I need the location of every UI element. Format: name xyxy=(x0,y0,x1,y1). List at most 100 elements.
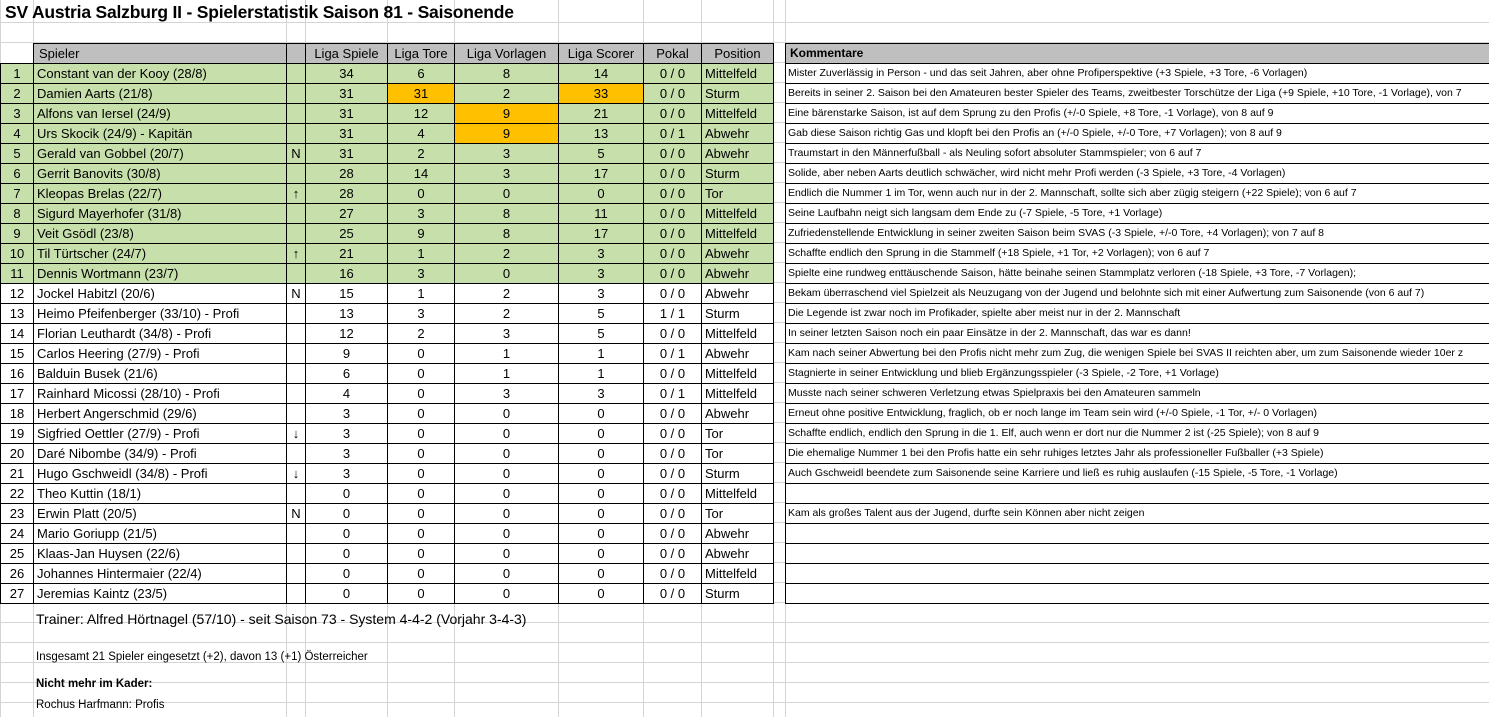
cell-games[interactable]: 15 xyxy=(305,283,388,304)
cell-scorer[interactable]: 0 xyxy=(558,543,644,564)
comment-row[interactable] xyxy=(785,523,1489,544)
cell-comment[interactable]: Gab diese Saison richtig Gas und klopft … xyxy=(785,123,1489,144)
cell-goals[interactable]: 0 xyxy=(387,423,455,444)
comment-row[interactable]: Traumstart in den Männerfußball - als Ne… xyxy=(785,143,1489,164)
cell-idx[interactable]: 19 xyxy=(0,423,34,444)
cell-assists[interactable]: 0 xyxy=(454,563,559,584)
cell-cup[interactable]: 0 / 0 xyxy=(643,103,702,124)
cell-cup[interactable]: 0 / 0 xyxy=(643,263,702,284)
cell-name[interactable]: Herbert Angerschmid (29/6) xyxy=(33,403,287,424)
cell-comment[interactable]: Erneut ohne positive Entwicklung, fragli… xyxy=(785,403,1489,424)
cell-position[interactable]: Tor xyxy=(701,423,774,444)
comment-row[interactable]: Gab diese Saison richtig Gas und klopft … xyxy=(785,123,1489,144)
cell-flag[interactable]: ↓ xyxy=(286,463,306,484)
cell-idx[interactable]: 20 xyxy=(0,443,34,464)
cell-cup[interactable]: 0 / 0 xyxy=(643,183,702,204)
cell-goals[interactable]: 0 xyxy=(387,563,455,584)
cell-position[interactable]: Mittelfeld xyxy=(701,203,774,224)
cell-cup[interactable]: 0 / 0 xyxy=(643,583,702,604)
cell-assists[interactable]: 0 xyxy=(454,503,559,524)
cell-flag[interactable]: N xyxy=(286,503,306,524)
cell-idx[interactable]: 7 xyxy=(0,183,34,204)
cell-name[interactable]: Hugo Gschweidl (34/8) - Profi xyxy=(33,463,287,484)
cell-idx[interactable]: 2 xyxy=(0,83,34,104)
cell-scorer[interactable]: 3 xyxy=(558,283,644,304)
cell-assists[interactable]: 1 xyxy=(454,343,559,364)
cell-position[interactable]: Mittelfeld xyxy=(701,63,774,84)
comment-row[interactable]: Zufriedenstellende Entwicklung in seiner… xyxy=(785,223,1489,244)
cell-cup[interactable]: 0 / 0 xyxy=(643,543,702,564)
cell-position[interactable]: Sturm xyxy=(701,303,774,324)
cell-comment[interactable]: Seine Laufbahn neigt sich langsam dem En… xyxy=(785,203,1489,224)
comment-row[interactable] xyxy=(785,583,1489,604)
cell-flag[interactable]: ↓ xyxy=(286,423,306,444)
cell-idx[interactable]: 4 xyxy=(0,123,34,144)
cell-name[interactable]: Carlos Heering (27/9) - Profi xyxy=(33,343,287,364)
cell-cup[interactable]: 0 / 1 xyxy=(643,343,702,364)
table-row[interactable]: 15 Carlos Heering (27/9) - Profi 9 0 1 1 0 / 1… xyxy=(0,343,774,364)
cell-goals[interactable]: 0 xyxy=(387,343,455,364)
cell-comment[interactable] xyxy=(785,543,1489,564)
cell-scorer[interactable]: 3 xyxy=(558,383,644,404)
cell-goals[interactable]: 0 xyxy=(387,443,455,464)
cell-assists[interactable]: 8 xyxy=(454,223,559,244)
cell-cup[interactable]: 0 / 0 xyxy=(643,243,702,264)
cell-idx[interactable]: 17 xyxy=(0,383,34,404)
cell-cup[interactable]: 0 / 0 xyxy=(643,503,702,524)
cell-flag[interactable]: N xyxy=(286,283,306,304)
cell-games[interactable]: 3 xyxy=(305,403,388,424)
cell-assists[interactable]: 3 xyxy=(454,163,559,184)
cell-assists[interactable]: 3 xyxy=(454,323,559,344)
cell-assists[interactable]: 0 xyxy=(454,423,559,444)
cell-cup[interactable]: 0 / 0 xyxy=(643,83,702,104)
cell-comment[interactable] xyxy=(785,483,1489,504)
table-row[interactable]: 19 Sigfried Oettler (27/9) - Profi ↓ 3 0 0 0 0 … xyxy=(0,423,774,444)
cell-name[interactable]: Urs Skocik (24/9) - Kapitän xyxy=(33,123,287,144)
cell-assists[interactable]: 0 xyxy=(454,483,559,504)
cell-position[interactable]: Sturm xyxy=(701,83,774,104)
cell-scorer[interactable]: 11 xyxy=(558,203,644,224)
cell-position[interactable]: Abwehr xyxy=(701,343,774,364)
cell-idx[interactable]: 18 xyxy=(0,403,34,424)
table-row[interactable]: 25 Klaas-Jan Huysen (22/6) 0 0 0 0 0 / 0 Abwehr xyxy=(0,543,774,564)
cell-name[interactable]: Damien Aarts (21/8) xyxy=(33,83,287,104)
cell-position[interactable]: Mittelfeld xyxy=(701,103,774,124)
comment-row[interactable]: Endlich die Nummer 1 im Tor, wenn auch n… xyxy=(785,183,1489,204)
header-league-games[interactable]: Liga Spiele xyxy=(305,43,388,64)
cell-cup[interactable]: 0 / 0 xyxy=(643,363,702,384)
cell-scorer[interactable]: 0 xyxy=(558,583,644,604)
cell-assists[interactable]: 9 xyxy=(454,103,559,124)
cell-name[interactable]: Alfons van Iersel (24/9) xyxy=(33,103,287,124)
comment-row[interactable] xyxy=(785,483,1489,504)
cell-games[interactable]: 6 xyxy=(305,363,388,384)
cell-flag[interactable] xyxy=(286,223,306,244)
cell-comment[interactable]: Endlich die Nummer 1 im Tor, wenn auch n… xyxy=(785,183,1489,204)
cell-games[interactable]: 0 xyxy=(305,543,388,564)
comment-row[interactable]: Die ehemalige Nummer 1 bei den Profis ha… xyxy=(785,443,1489,464)
cell-flag[interactable]: N xyxy=(286,143,306,164)
cell-comment[interactable]: Stagnierte in seiner Entwicklung und bli… xyxy=(785,363,1489,384)
cell-name[interactable]: Til Türtscher (24/7) xyxy=(33,243,287,264)
cell-position[interactable]: Abwehr xyxy=(701,283,774,304)
cell-assists[interactable]: 0 xyxy=(454,263,559,284)
cell-comment[interactable] xyxy=(785,563,1489,584)
cell-name[interactable]: Theo Kuttin (18/1) xyxy=(33,483,287,504)
cell-cup[interactable]: 0 / 0 xyxy=(643,403,702,424)
cell-assists[interactable]: 3 xyxy=(454,143,559,164)
cell-flag[interactable] xyxy=(286,163,306,184)
header-league-goals[interactable]: Liga Tore xyxy=(387,43,455,64)
cell-goals[interactable]: 0 xyxy=(387,463,455,484)
cell-position[interactable]: Tor xyxy=(701,443,774,464)
cell-position[interactable]: Mittelfeld xyxy=(701,563,774,584)
cell-games[interactable]: 27 xyxy=(305,203,388,224)
cell-goals[interactable]: 2 xyxy=(387,323,455,344)
cell-scorer[interactable]: 3 xyxy=(558,243,644,264)
cell-name[interactable]: Mario Goriupp (21/5) xyxy=(33,523,287,544)
cell-games[interactable]: 28 xyxy=(305,183,388,204)
cell-scorer[interactable]: 13 xyxy=(558,123,644,144)
cell-games[interactable]: 9 xyxy=(305,343,388,364)
cell-idx[interactable]: 23 xyxy=(0,503,34,524)
comment-row[interactable]: Seine Laufbahn neigt sich langsam dem En… xyxy=(785,203,1489,224)
cell-name[interactable]: Balduin Busek (21/6) xyxy=(33,363,287,384)
header-position[interactable]: Position xyxy=(701,43,774,64)
